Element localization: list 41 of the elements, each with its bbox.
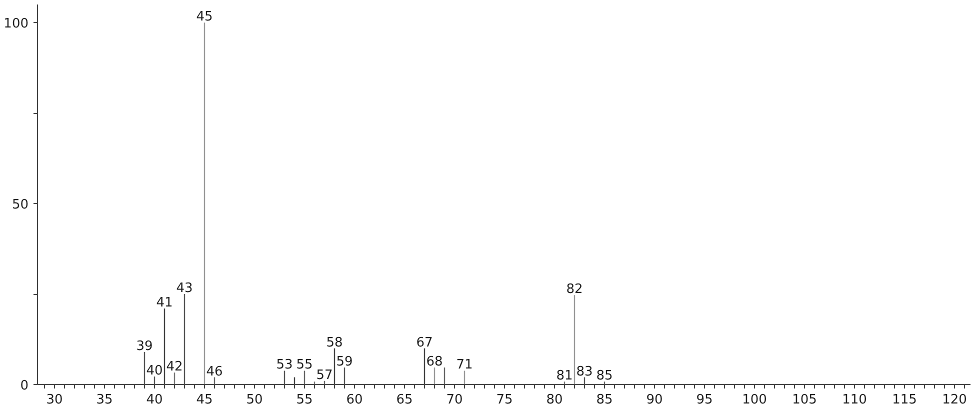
x-tick-label: 105	[792, 392, 817, 406]
annotation: 53	[276, 358, 293, 373]
annotation: 85	[596, 368, 613, 384]
annotation: 40	[146, 364, 163, 379]
annotation: 42	[166, 360, 183, 375]
annotation: 81	[556, 368, 573, 384]
annotation: 67	[416, 335, 433, 350]
annotation: 82	[566, 282, 583, 298]
y-tick-label: 0	[20, 378, 29, 394]
x-tick-label: 50	[246, 392, 263, 406]
annotation: 58	[326, 335, 343, 350]
annotation: 43	[176, 281, 193, 296]
x-tick-label: 70	[446, 392, 463, 406]
x-tick-label: 55	[296, 392, 313, 406]
annotation: 68	[426, 354, 443, 370]
x-tick-label: 120	[942, 392, 967, 406]
y-tick-label: 50	[12, 198, 29, 213]
x-tick-label: 35	[96, 392, 113, 406]
x-tick-label: 30	[46, 392, 63, 406]
y-tick-label: 100	[4, 16, 29, 32]
x-tick-label: 60	[346, 392, 363, 406]
annotation: 55	[296, 358, 313, 373]
x-tick-label: 85	[596, 392, 613, 406]
annotation: 45	[196, 10, 213, 25]
x-tick-label: 100	[742, 392, 767, 406]
x-tick-label: 40	[146, 392, 163, 406]
annotation: 39	[136, 338, 153, 354]
x-tick-label: 75	[496, 392, 513, 406]
x-tick-label: 95	[696, 392, 713, 406]
annotation: 46	[206, 364, 223, 380]
annotation: 83	[576, 364, 593, 380]
x-tick-label: 110	[842, 392, 867, 406]
x-tick-label: 80	[546, 392, 563, 406]
annotation: 41	[156, 296, 173, 310]
annotation: 59	[336, 354, 353, 370]
x-tick-label: 65	[396, 392, 413, 406]
x-tick-label: 45	[196, 392, 213, 406]
x-tick-label: 115	[892, 392, 917, 406]
annotation: 71	[456, 358, 473, 373]
x-tick-label: 90	[646, 392, 663, 406]
annotation: 57	[316, 368, 333, 383]
